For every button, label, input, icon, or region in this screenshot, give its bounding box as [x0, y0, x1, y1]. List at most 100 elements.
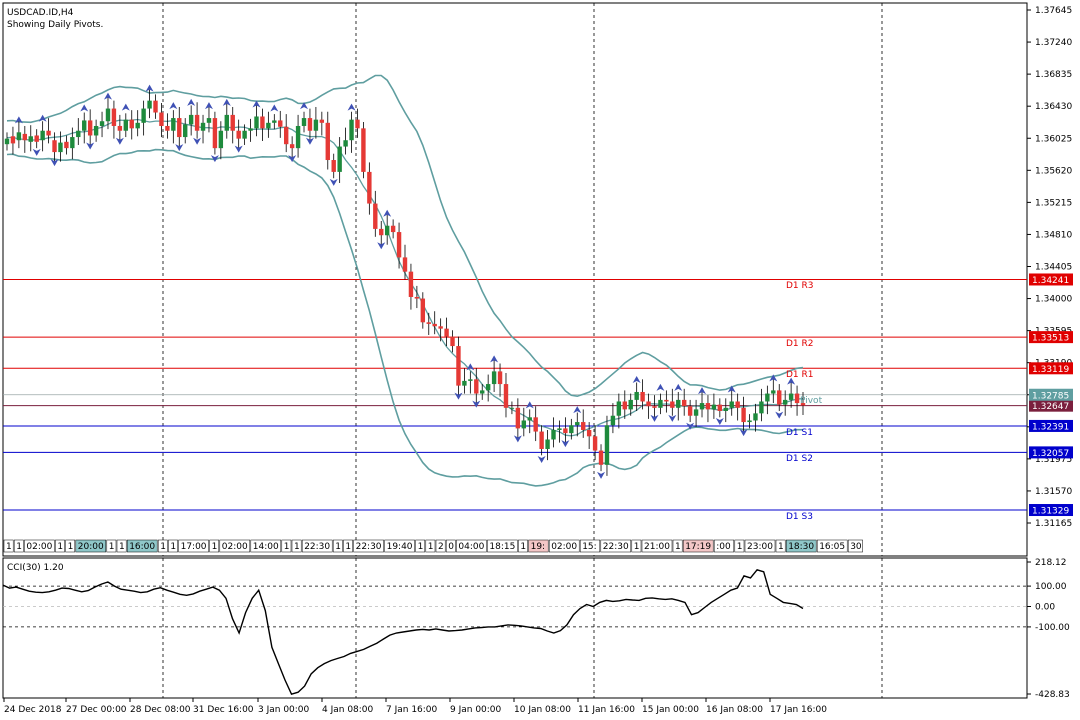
candle-body [782, 399, 788, 405]
price-tag-label: 1.32057 [1032, 449, 1069, 459]
fractal-down-icon [288, 155, 297, 163]
fractal-up-icon [573, 406, 582, 414]
candle-body [693, 409, 699, 416]
session-cell [816, 539, 848, 553]
session-cell [126, 539, 158, 553]
price-tag-label: 1.32391 [1032, 422, 1069, 432]
fractal-up-icon [787, 377, 796, 385]
candle-body [58, 142, 63, 153]
session-label: 20:00 [78, 542, 104, 552]
candle-body [82, 120, 87, 131]
candle-body [379, 228, 384, 236]
fractal-up-icon [80, 104, 89, 112]
cci-tick-label: 100.00 [1035, 582, 1067, 592]
candle-body [117, 125, 123, 131]
session-cell [343, 539, 353, 553]
price-tag [1029, 362, 1073, 375]
candle-body [230, 114, 235, 131]
session-label: 02:00 [551, 542, 577, 552]
session-cell [631, 539, 642, 553]
candle-body [242, 130, 247, 139]
session-cell [24, 539, 55, 553]
candle-body [236, 130, 241, 139]
session-label: 16:00 [129, 542, 155, 552]
session-cell [291, 539, 302, 553]
session-label: 22:30 [603, 542, 629, 552]
cci-tick-label: -428.83 [1035, 690, 1070, 700]
candle-body [367, 171, 372, 204]
cci-tick-label: -100.00 [1035, 623, 1070, 633]
fractal-down-icon [715, 417, 724, 425]
fractal-up-icon [204, 102, 213, 110]
candle-body [147, 100, 152, 109]
session-cell [785, 539, 817, 553]
time-tick-label: 11 Jan 16:00 [578, 705, 635, 715]
candle-body [545, 439, 550, 449]
cci-panel: 218.12 100.00 0.00 -100.00 -428.83 [2, 558, 1070, 700]
time-tick-label: 10 Jan 08:00 [514, 705, 571, 715]
session-cell [713, 539, 735, 553]
fractal-up-icon [300, 102, 309, 110]
candle-body [450, 336, 455, 347]
session-cell [548, 539, 580, 553]
candle-body [70, 137, 75, 149]
session-label: 22:30 [304, 542, 330, 552]
candle-body [622, 401, 627, 410]
candle-body [497, 371, 503, 385]
session-cell [415, 539, 426, 553]
candle-body [664, 399, 669, 402]
session-label: :00 [716, 542, 731, 552]
price-tick-label: 1.34810 [1035, 230, 1072, 240]
session-label: 30 [850, 542, 862, 552]
session-label: 1 [634, 542, 640, 552]
candle-body [307, 118, 313, 131]
session-cell [445, 539, 456, 553]
time-tick-label: 27 Dec 00:00 [66, 705, 127, 715]
upper-band [6, 74, 804, 398]
candle-body [485, 384, 491, 391]
price-tag [1029, 504, 1073, 517]
fractals [14, 84, 796, 479]
session-label: 19:40 [387, 542, 413, 552]
session-label: 1 [160, 542, 166, 552]
fractal-down-icon [686, 422, 695, 430]
level-label-r3: D1 R3 [786, 281, 814, 291]
candle-body [200, 122, 206, 131]
candle-body [141, 108, 146, 123]
candle-body [384, 225, 390, 236]
candle-body [266, 122, 271, 129]
session-label: 14:00 [253, 542, 279, 552]
price-tick-label: 1.36025 [1035, 134, 1072, 144]
session-label: 1 [335, 542, 341, 552]
candle-body [563, 428, 568, 434]
candle-body [301, 118, 307, 126]
price-tag [1029, 446, 1073, 459]
candles [4, 89, 806, 476]
session-cell [157, 539, 168, 553]
candle-body [76, 130, 81, 138]
session-cell [487, 539, 518, 553]
price-tag-label: 1.31329 [1032, 507, 1069, 517]
session-cell [672, 539, 683, 553]
price-tick-label: 1.31165 [1035, 519, 1072, 529]
candle-body [188, 114, 194, 125]
session-label: 1 [16, 542, 22, 552]
session-label: 1 [68, 542, 74, 552]
pivot-levels [3, 278, 1027, 511]
candle-body [735, 401, 740, 408]
candle-body [34, 135, 39, 142]
session-cell [425, 539, 436, 553]
fractal-down-icon [537, 455, 546, 463]
candle-body [283, 126, 289, 145]
time-tick-label: 17 Jan 16:00 [770, 705, 827, 715]
level-label-r1: D1 R1 [786, 370, 814, 380]
candle-body [93, 125, 99, 136]
candle-body [325, 122, 330, 161]
candle-body [40, 130, 45, 141]
session-cell [75, 539, 107, 553]
fractal-down-icon [472, 400, 481, 408]
candle-body [295, 125, 301, 149]
fractal-up-icon [769, 374, 778, 382]
fractal-down-icon [454, 392, 463, 400]
